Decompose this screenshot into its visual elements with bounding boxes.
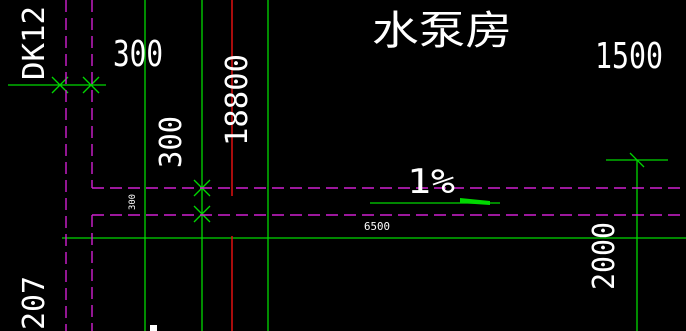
tick-b2 bbox=[82, 76, 100, 94]
slope-arrow bbox=[460, 198, 490, 205]
room-name: 水泵房 bbox=[372, 8, 512, 54]
dim-1500: 1500 bbox=[595, 36, 663, 77]
bottom-marker bbox=[150, 325, 157, 331]
tick-d2 bbox=[193, 205, 211, 223]
dim-18800: 18800 bbox=[220, 54, 255, 146]
dim-300-top: 300 bbox=[113, 34, 163, 75]
dk-label: DK12 bbox=[17, 6, 52, 80]
dim-207: 207 bbox=[17, 276, 52, 330]
dim-300-vertical: 300 bbox=[154, 116, 189, 168]
dim-300-small: 300 bbox=[128, 194, 138, 210]
tick-e1 bbox=[629, 152, 645, 168]
slope-text: 1% bbox=[407, 162, 455, 202]
dashed-wall-lines bbox=[65, 0, 686, 331]
dim-6500: 6500 bbox=[364, 220, 390, 233]
dim-2000: 2000 bbox=[587, 222, 622, 290]
